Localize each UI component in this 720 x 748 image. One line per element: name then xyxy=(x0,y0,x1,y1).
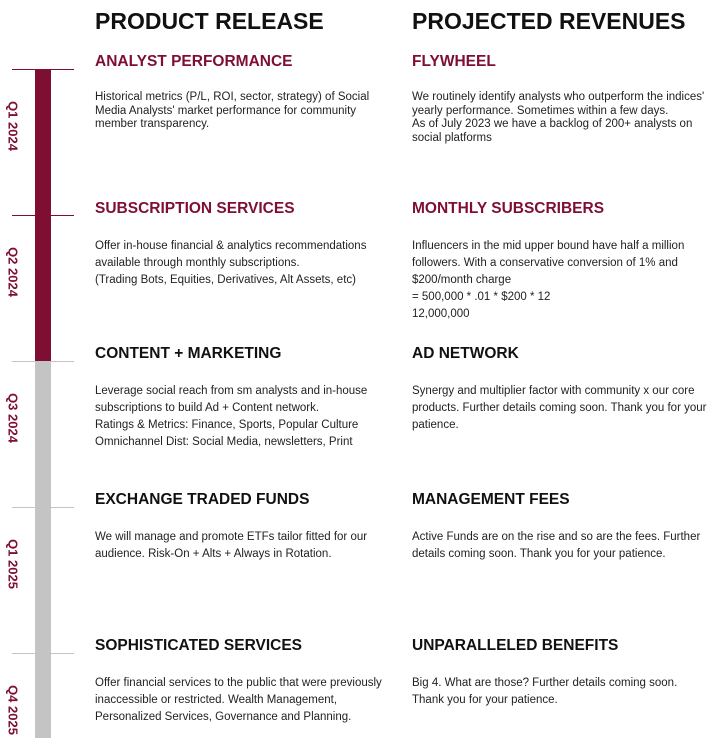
timeline-tick xyxy=(12,653,74,654)
product-release-item: EXCHANGE TRADED FUNDS We will manage and … xyxy=(95,491,395,563)
item-title: CONTENT + MARKETING xyxy=(95,345,282,362)
timeline-tick xyxy=(12,69,74,70)
product-release-item: CONTENT + MARKETING Leverage social reach… xyxy=(95,345,395,451)
item-title: FLYWHEEL xyxy=(412,53,496,70)
projected-revenues-header: PROJECTED REVENUES xyxy=(412,8,686,34)
product-release-header: PRODUCT RELEASE xyxy=(95,8,324,34)
item-title: MANAGEMENT FEES xyxy=(412,491,570,508)
product-release-item: SUBSCRIPTION SERVICES Offer in-house fina… xyxy=(95,200,395,289)
item-title: MONTHLY SUBSCRIBERS xyxy=(412,200,605,217)
item-title: UNPARALLELED BENEFITS xyxy=(412,637,619,654)
product-release-item: ANALYST PERFORMANCE Historical metrics (P… xyxy=(95,53,395,132)
item-body: We routinely identify analysts who outpe… xyxy=(412,91,705,144)
item-body: Leverage social reach from sm analysts a… xyxy=(95,385,368,448)
roadmap-row: EXCHANGE TRADED FUNDS We will manage and … xyxy=(0,491,720,637)
item-body: Offer in-house financial & analytics rec… xyxy=(95,240,367,286)
roadmap-row: ANALYST PERFORMANCE Historical metrics (P… xyxy=(0,53,720,199)
revenue-item: AD NETWORK Synergy and multiplier factor … xyxy=(412,345,712,434)
roadmap-row: CONTENT + MARKETING Leverage social reach… xyxy=(0,345,720,491)
roadmap-row: SUBSCRIPTION SERVICES Offer in-house fina… xyxy=(0,200,720,346)
revenue-item: MONTHLY SUBSCRIBERS Influencers in the mi… xyxy=(412,200,712,323)
item-title: SUBSCRIPTION SERVICES xyxy=(95,200,295,217)
item-body: Active Funds are on the rise and so are … xyxy=(412,531,701,560)
product-release-item: SOPHISTICATED SERVICES Offer financial se… xyxy=(95,637,395,726)
timeline-tick xyxy=(12,507,74,508)
timeline-progress-remaining xyxy=(35,361,51,738)
timeline-tick xyxy=(12,215,74,216)
item-body: Offer financial services to the public t… xyxy=(95,677,382,723)
item-body: Historical metrics (P/L, ROI, sector, st… xyxy=(95,91,370,130)
item-title: ANALYST PERFORMANCE xyxy=(95,53,293,70)
revenue-item: MANAGEMENT FEES Active Funds are on the r… xyxy=(412,491,712,563)
item-body: Big 4. What are those? Further details c… xyxy=(412,677,678,706)
timeline-tick xyxy=(12,361,74,362)
item-body: Influencers in the mid upper bound have … xyxy=(412,240,685,320)
roadmap-row: SOPHISTICATED SERVICES Offer financial se… xyxy=(0,637,720,748)
item-body: We will manage and promote ETFs tailor f… xyxy=(95,531,368,560)
revenue-item: UNPARALLELED BENEFITS Big 4. What are tho… xyxy=(412,637,712,709)
item-title: EXCHANGE TRADED FUNDS xyxy=(95,491,310,508)
item-body: Synergy and multiplier factor with commu… xyxy=(412,385,707,431)
revenue-item: FLYWHEEL We routinely identify analysts w… xyxy=(412,53,712,145)
item-title: SOPHISTICATED SERVICES xyxy=(95,637,302,654)
item-title: AD NETWORK xyxy=(412,345,519,362)
